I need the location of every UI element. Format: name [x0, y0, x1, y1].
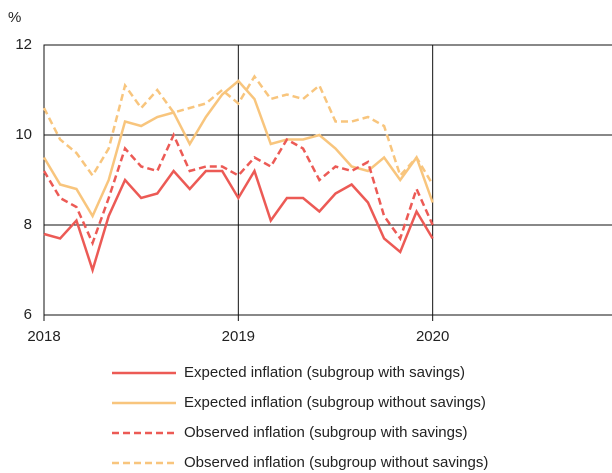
- y-axis-label: %: [8, 9, 21, 26]
- plot-frame: [43, 44, 612, 316]
- x-tick-label: 2018: [27, 328, 60, 345]
- x-tick-label: 2019: [222, 328, 255, 345]
- legend-label: Observed inflation (subgroup with saving…: [184, 424, 467, 441]
- y-tick-label: 8: [24, 216, 32, 233]
- series-line: [42, 74, 434, 186]
- y-tick-label: 6: [24, 306, 32, 323]
- y-tick-label: 10: [15, 126, 32, 143]
- legend-label: Observed inflation (subgroup without sav…: [184, 454, 488, 471]
- x-tick-label: 2020: [416, 328, 449, 345]
- legend-label: Expected inflation (subgroup without sav…: [184, 394, 486, 411]
- series-line: [42, 131, 434, 247]
- series-line: [43, 168, 434, 275]
- y-tick-label: 12: [15, 36, 32, 53]
- legend-label: Expected inflation (subgroup with saving…: [184, 364, 465, 381]
- series-line: [42, 79, 434, 219]
